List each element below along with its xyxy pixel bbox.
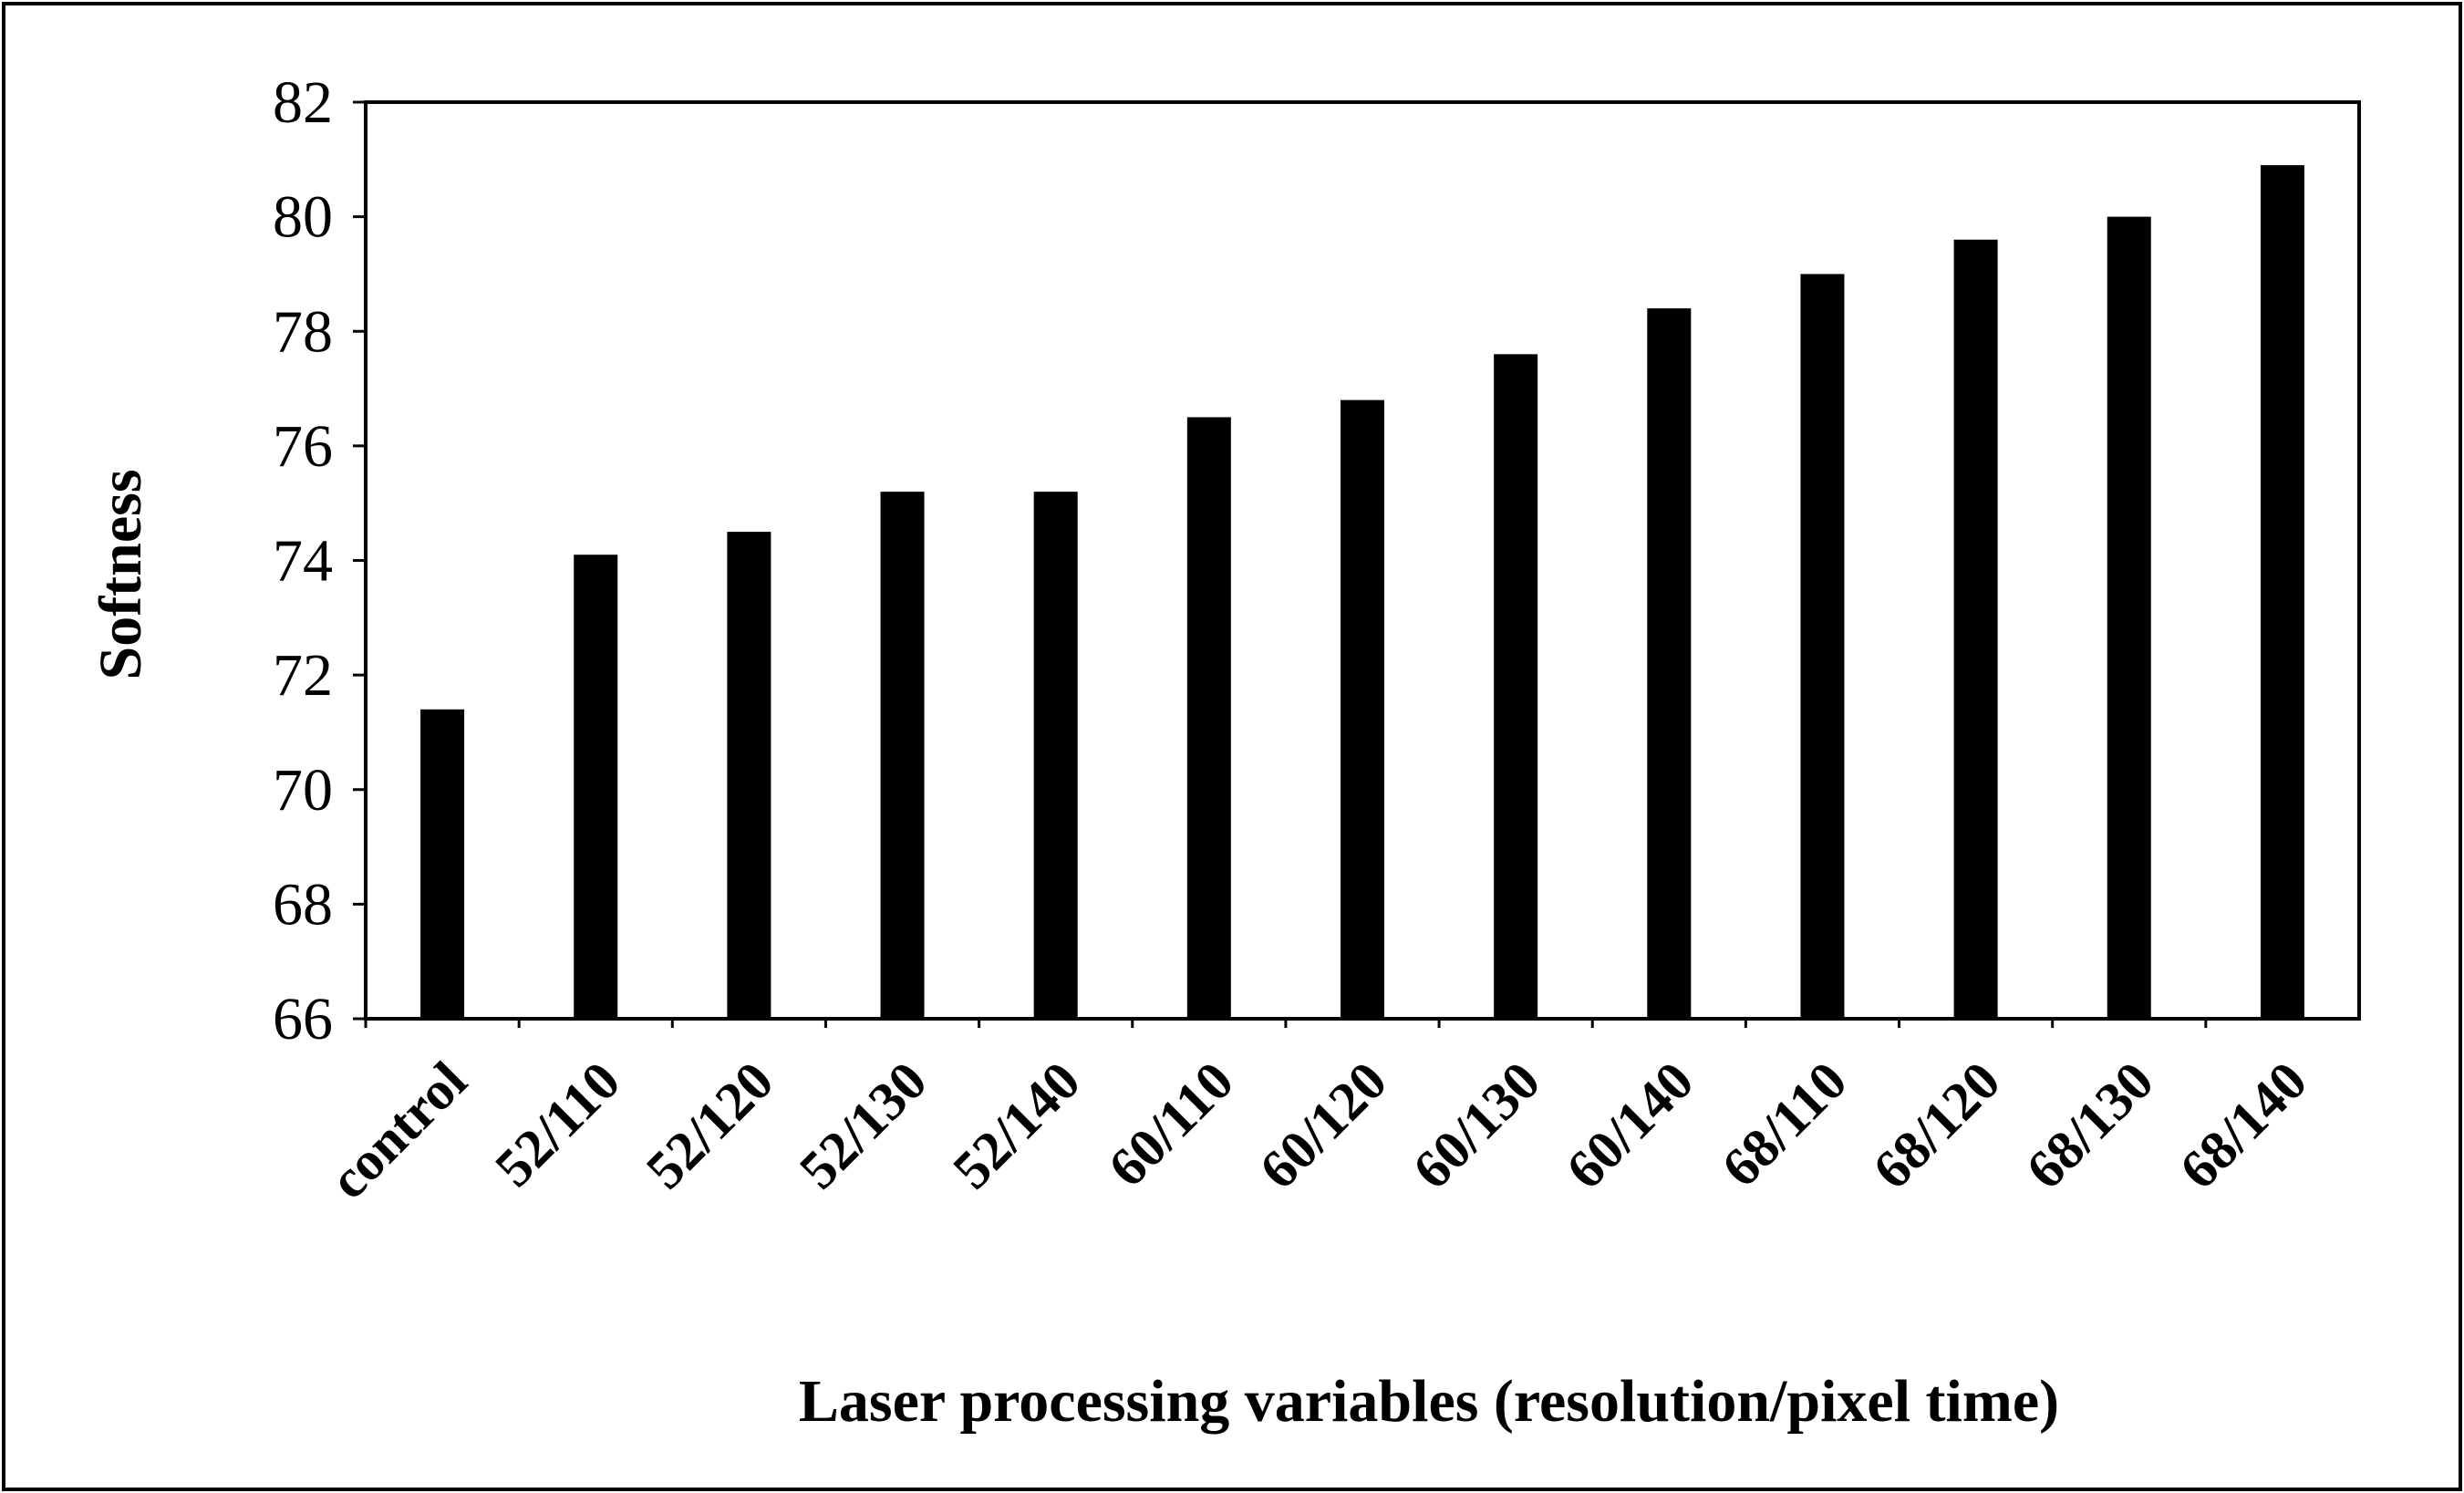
y-tick-label: 66 [273, 986, 333, 1052]
x-axis-title: Laser processing variables (resolution/p… [799, 1368, 2059, 1435]
bar [1647, 308, 1692, 1019]
y-tick-label: 80 [273, 184, 333, 251]
y-tick-label: 82 [273, 69, 333, 136]
bar [420, 709, 465, 1019]
bar [1186, 417, 1231, 1019]
bar [727, 532, 771, 1019]
bar [1033, 492, 1078, 1019]
y-tick-label: 78 [273, 298, 333, 365]
y-tick-label: 76 [273, 413, 333, 480]
y-axis: 66 68 70 72 74 76 78 80 82 [273, 69, 366, 1052]
bar [880, 492, 925, 1019]
y-tick-label: 72 [273, 642, 333, 709]
bar [1341, 399, 1384, 1019]
bar [574, 555, 618, 1019]
bars-layer [420, 165, 2304, 1019]
bar [2260, 165, 2304, 1019]
y-tick-label: 68 [273, 871, 333, 938]
bar [1953, 239, 1998, 1019]
y-tick-label: 70 [273, 757, 333, 824]
bar [1800, 274, 1845, 1019]
y-axis-title: Softness [88, 469, 154, 679]
y-tick-label: 74 [273, 528, 333, 595]
bar [2107, 216, 2151, 1019]
bar [1494, 354, 1538, 1019]
